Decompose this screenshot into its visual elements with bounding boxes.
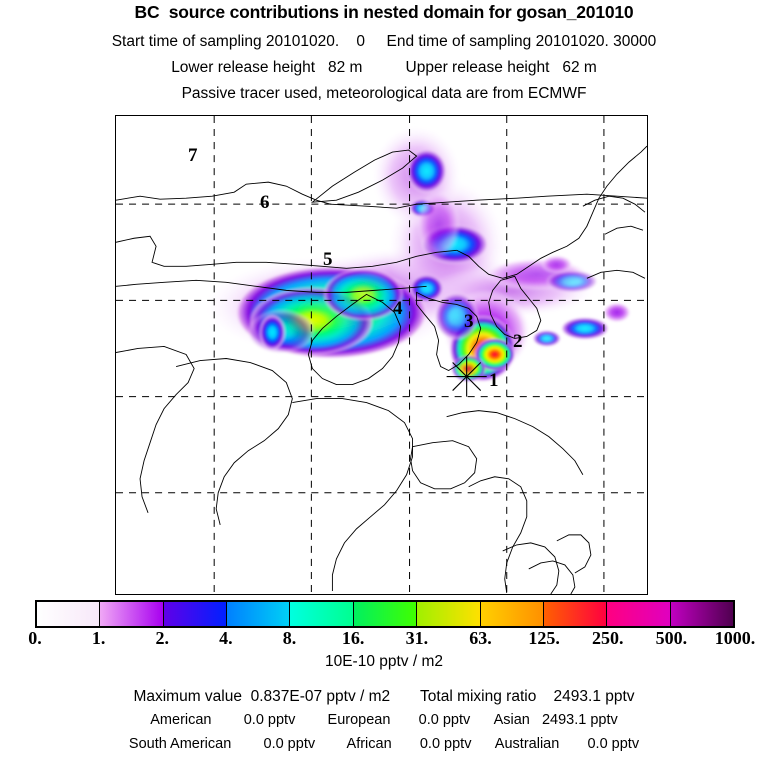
colorbar-segment-1 [100,602,164,626]
release-height-line: Lower release height 82 m Upper release … [171,59,597,76]
colorbar-segment-9 [607,602,671,626]
graticule [116,116,647,594]
concentration-field [201,124,631,382]
colorbar-tick-10: 500. [655,628,688,648]
colorbar-segment-6 [417,602,481,626]
coastlines [116,145,647,594]
colorbar [35,600,735,628]
sampling-time-line: Start time of sampling 20101020. 0 End t… [111,33,657,50]
colorbar-tick-7: 63. [469,628,492,648]
colorbar-segment-5 [353,602,418,626]
grid-label-6: 6 [260,192,270,213]
colorbar-segment-8 [543,602,608,626]
colorbar-tick-4: 8. [282,628,297,648]
footer-max-value-row: Maximum value 0.837E-07 pptv / m2 Total … [133,688,635,705]
colorbar-tick-1: 1. [91,628,106,648]
tracer-info-line: Passive tracer used, meteorological data… [181,85,587,102]
footer-contrib-row-2: South American 0.0 pptv African 0.0 pptv… [128,736,640,752]
map-plot-area: 7 6 5 4 3 2 1 [115,115,648,595]
colorbar-segment-7 [480,602,544,626]
colorbar-tick-5: 16. [341,628,365,648]
map-svg [116,116,647,594]
grid-label-5: 5 [323,249,333,270]
colorbar-segment-0 [37,602,101,626]
colorbar-tick-3: 4. [219,628,233,648]
colorbar-tick-labels: 0. 1. 2. 4. 8. 16. 31. 63. 125. 250. 500. 1000. [0,628,768,652]
colorbar-segment-3 [227,602,291,626]
colorbar-tick-8: 125. [528,628,560,648]
release-site-marker [446,356,487,397]
grid-label-4: 4 [393,298,403,319]
colorbar-tick-6: 31. [405,628,429,648]
colorbar-segment-10 [670,602,733,626]
grid-label-1: 1 [489,370,499,391]
grid-label-3: 3 [464,311,474,332]
colorbar-unit-label: 10E-10 pptv / m2 [324,653,444,670]
grid-label-2: 2 [513,331,523,352]
colorbar-tick-11: 1000. [714,628,756,648]
colorbar-tick-2: 2. [155,628,170,648]
colorbar-tick-9: 250. [591,628,624,648]
colorbar-tick-0: 0. [28,628,42,648]
footer-contrib-row-1: American 0.0 pptv European 0.0 pptv Asia… [150,712,618,728]
colorbar-segment-4 [290,602,354,626]
grid-label-7: 7 [188,145,198,166]
colorbar-segment-2 [163,602,228,626]
page-title: BC source contributions in nested domain… [134,2,634,22]
